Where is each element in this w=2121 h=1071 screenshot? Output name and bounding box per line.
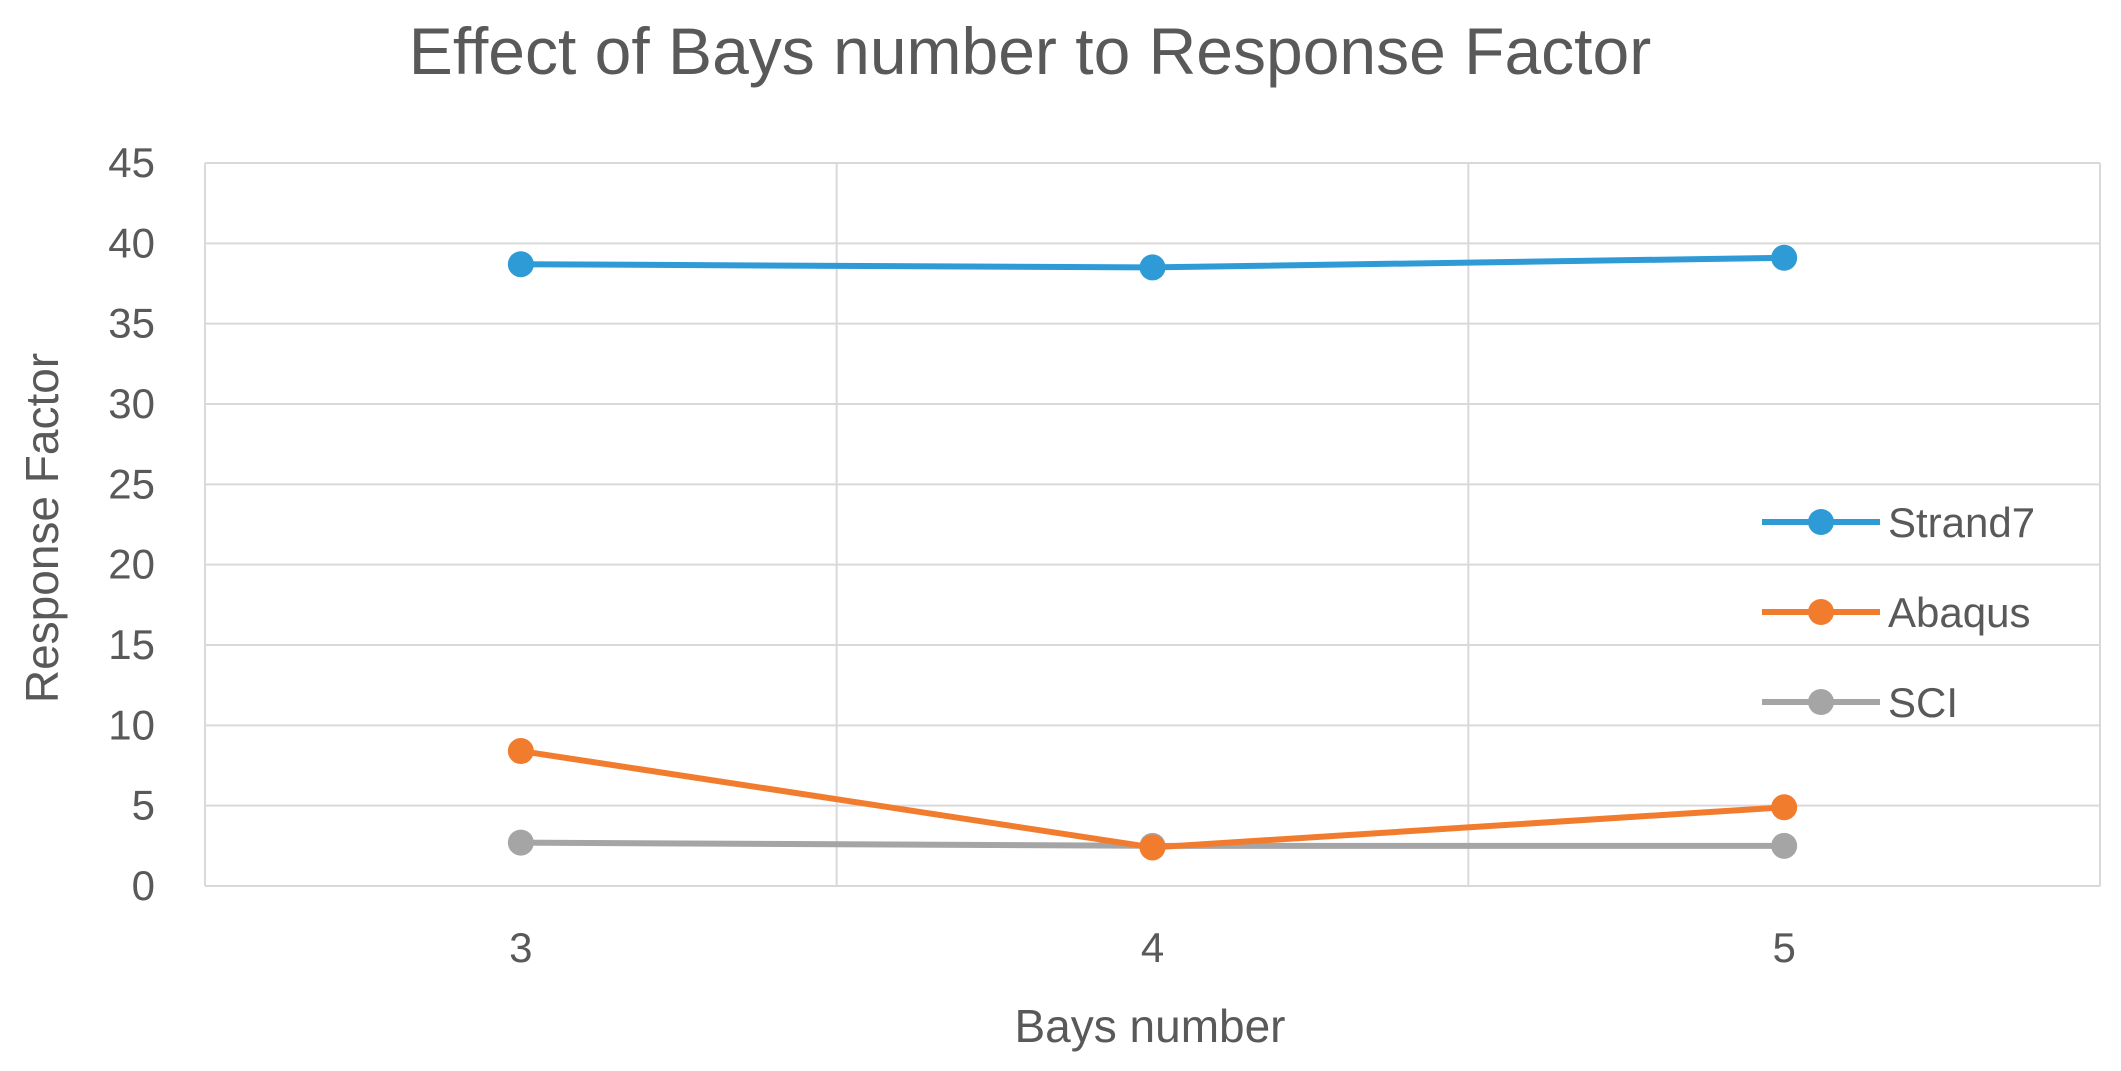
x-axis-title: Bays number (1014, 1000, 1285, 1052)
y-tick-label: 20 (108, 541, 155, 588)
y-tick-label: 10 (108, 701, 155, 748)
legend-marker (1808, 689, 1834, 715)
x-tick-label: 5 (1772, 924, 1795, 971)
data-point (507, 829, 534, 856)
y-axis-title: Response Factor (16, 353, 68, 703)
data-point (1771, 832, 1798, 859)
y-tick-label: 30 (108, 380, 155, 427)
y-tick-label: 5 (132, 782, 155, 829)
series-strand7 (507, 244, 1798, 281)
legend-item: Abaqus (1762, 589, 2030, 636)
series-layer (507, 244, 1798, 861)
data-point (1771, 794, 1798, 821)
legend-label: Abaqus (1888, 589, 2030, 636)
data-point (507, 738, 534, 765)
x-tick-label: 3 (509, 924, 532, 971)
data-point (1139, 834, 1166, 861)
y-tick-label: 15 (108, 621, 155, 668)
data-point (1771, 244, 1798, 271)
series-abaqus (507, 738, 1798, 861)
data-point (1139, 254, 1166, 281)
legend-item: Strand7 (1762, 499, 2035, 546)
chart-title: Effect of Bays number to Response Factor (409, 14, 1651, 88)
data-point (507, 251, 534, 278)
x-tick-label: 4 (1141, 924, 1164, 971)
legend: Strand7 Abaqus SCI (1762, 499, 2035, 726)
legend-marker (1808, 599, 1834, 625)
gridlines (204, 162, 2101, 887)
y-tick-label: 35 (108, 300, 155, 347)
y-tick-label: 25 (108, 460, 155, 507)
y-tick-label: 40 (108, 219, 155, 266)
legend-label: Strand7 (1888, 499, 2035, 546)
y-tick-label: 0 (132, 862, 155, 909)
legend-label: SCI (1888, 679, 1958, 726)
legend-marker (1808, 509, 1834, 535)
y-axis-ticks: 0 5 10 15 20 25 30 35 40 45 (108, 139, 155, 909)
legend-item: SCI (1762, 679, 1958, 726)
y-tick-label: 45 (108, 139, 155, 186)
x-axis-ticks: 3 4 5 (509, 924, 1796, 971)
